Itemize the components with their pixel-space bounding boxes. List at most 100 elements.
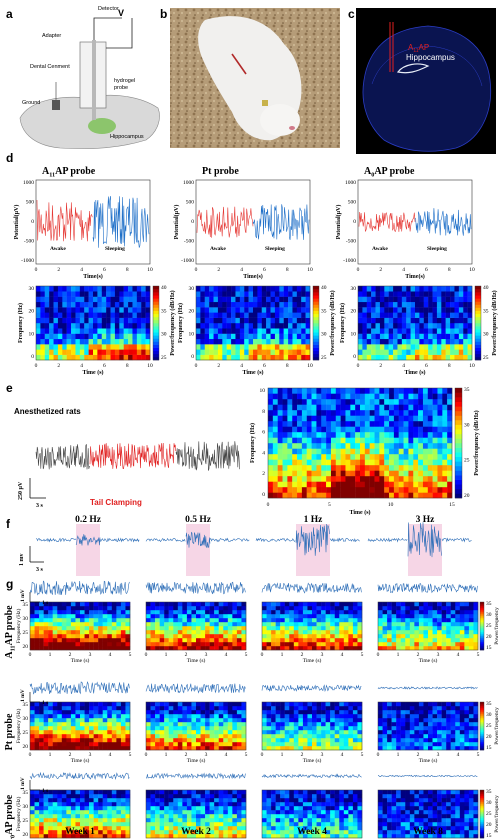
heatmap-cell bbox=[454, 349, 460, 355]
heatmap-cell bbox=[428, 706, 433, 711]
heatmap-cell bbox=[409, 646, 415, 651]
heatmap-cell bbox=[214, 822, 219, 827]
heatmap-cell bbox=[217, 317, 223, 324]
heatmap-cell bbox=[196, 730, 201, 735]
heatmap-cell bbox=[450, 634, 456, 639]
heatmap-cell bbox=[389, 399, 395, 405]
heatmap-cell bbox=[316, 415, 322, 422]
heatmap-cell bbox=[441, 706, 447, 711]
heatmap-cell bbox=[350, 459, 356, 466]
heatmap-cell bbox=[30, 806, 35, 811]
heatmap-cell bbox=[232, 826, 238, 831]
g-freq-tick: 35 bbox=[23, 602, 29, 608]
heatmap-cell bbox=[191, 622, 197, 627]
heatmap-cell bbox=[410, 323, 416, 329]
heatmap-cell bbox=[405, 714, 411, 719]
heatmap-cell bbox=[205, 626, 210, 631]
heatmap-cell bbox=[146, 602, 151, 607]
heatmap-cell bbox=[455, 746, 461, 751]
heatmap-cell bbox=[43, 730, 49, 735]
heatmap-cell bbox=[321, 734, 326, 739]
heatmap-cell bbox=[428, 291, 433, 297]
heatmap-cell bbox=[36, 291, 41, 297]
heatmap-cell bbox=[30, 630, 35, 635]
heatmap-cell bbox=[236, 810, 242, 815]
heatmap-cell bbox=[400, 618, 406, 623]
heatmap-cell bbox=[316, 606, 322, 611]
heatmap-cell bbox=[44, 333, 50, 340]
heatmap-cell bbox=[123, 296, 129, 303]
heatmap-cell bbox=[48, 602, 53, 607]
heatmap-cell bbox=[345, 415, 351, 422]
heatmap-cell bbox=[330, 726, 335, 731]
colorbar-frame bbox=[479, 701, 485, 751]
heatmap-cell bbox=[274, 344, 280, 350]
heatmap-cell bbox=[379, 443, 385, 449]
heatmap-cell bbox=[102, 634, 108, 639]
heatmap-cell bbox=[107, 646, 113, 651]
heatmap-cell bbox=[200, 338, 205, 345]
heatmap-cell bbox=[305, 344, 311, 350]
heatmap-cell bbox=[446, 730, 451, 735]
heatmap-cell bbox=[463, 296, 468, 303]
heatmap-cell bbox=[339, 702, 345, 707]
heatmap-cell bbox=[305, 333, 311, 340]
heatmap-cell bbox=[164, 734, 169, 739]
heatmap-cell bbox=[441, 312, 446, 318]
heatmap-cell bbox=[348, 730, 354, 735]
heatmap-cell bbox=[446, 610, 451, 615]
heatmap-cell bbox=[244, 286, 249, 292]
heatmap-cell bbox=[389, 404, 395, 411]
heatmap-cell bbox=[270, 307, 276, 313]
colorbar-cell bbox=[475, 286, 481, 290]
heatmap-cell bbox=[378, 610, 383, 615]
heatmap-cell bbox=[191, 722, 197, 727]
colorbar-cell bbox=[153, 301, 159, 305]
heatmap-cell bbox=[275, 614, 281, 619]
heatmap-cell bbox=[432, 328, 438, 334]
colorbar-cell bbox=[153, 347, 159, 352]
heatmap-cell bbox=[209, 333, 214, 340]
heatmap-cell bbox=[146, 646, 151, 651]
potential-axis-label: Potential(μV) bbox=[335, 205, 342, 240]
heatmap-cell bbox=[125, 818, 131, 823]
heatmap-cell bbox=[98, 830, 103, 835]
heatmap-cell bbox=[473, 722, 479, 727]
heatmap-cell bbox=[464, 714, 470, 719]
heatmap-cell bbox=[445, 291, 451, 297]
heatmap-cell bbox=[287, 399, 293, 405]
heatmap-cell bbox=[209, 312, 214, 318]
heatmap-cell bbox=[173, 794, 179, 799]
heatmap-cell bbox=[155, 718, 160, 723]
heatmap-cell bbox=[400, 746, 406, 751]
heatmap-cell bbox=[214, 714, 219, 719]
heatmap-cell bbox=[266, 344, 271, 350]
heatmap-cell bbox=[343, 710, 349, 715]
heatmap-cell bbox=[125, 702, 131, 707]
heatmap-cell bbox=[120, 826, 126, 831]
heatmap-cell bbox=[222, 354, 227, 361]
heatmap-cell bbox=[71, 344, 76, 350]
heatmap-cell bbox=[89, 730, 94, 735]
heatmap-cell bbox=[391, 626, 397, 631]
heatmap-cell bbox=[66, 296, 72, 303]
heatmap-cell bbox=[357, 734, 363, 739]
heatmap-cell bbox=[298, 730, 304, 735]
heatmap-cell bbox=[262, 646, 267, 651]
heatmap-cell bbox=[360, 437, 366, 444]
awake-trace bbox=[358, 211, 416, 233]
heatmap-cell bbox=[66, 802, 72, 807]
heatmap-cell bbox=[84, 822, 90, 827]
heatmap-cell bbox=[102, 814, 108, 819]
heatmap-cell bbox=[400, 742, 406, 747]
heatmap-cell bbox=[48, 790, 53, 795]
heatmap-cell bbox=[384, 448, 390, 455]
heatmap-cell bbox=[279, 307, 284, 313]
heatmap-cell bbox=[48, 722, 53, 727]
heatmap-cell bbox=[66, 806, 72, 811]
heatmap-cell bbox=[382, 706, 388, 711]
heatmap-cell bbox=[355, 487, 361, 493]
